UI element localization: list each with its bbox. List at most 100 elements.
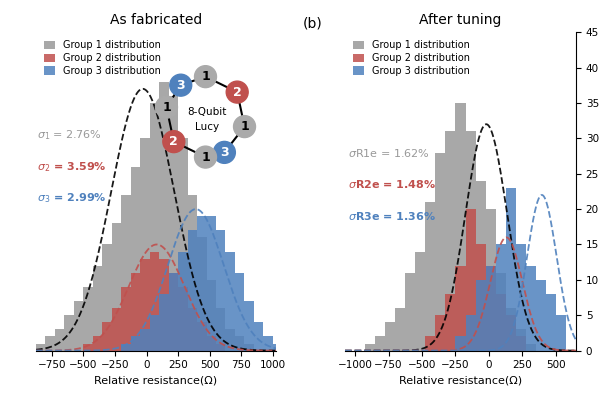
Text: 1: 1: [162, 101, 171, 114]
Text: 2: 2: [233, 85, 242, 99]
Bar: [178, 287, 188, 351]
Bar: [405, 273, 415, 351]
X-axis label: Relative resistance(Ω): Relative resistance(Ω): [399, 376, 522, 386]
Bar: [506, 315, 516, 351]
Bar: [466, 209, 476, 351]
Bar: [556, 315, 566, 351]
Bar: [206, 337, 216, 351]
X-axis label: Relative resistance(Ω): Relative resistance(Ω): [94, 376, 218, 386]
Bar: [496, 245, 506, 351]
Bar: [178, 138, 188, 351]
Bar: [93, 266, 103, 351]
Bar: [74, 301, 83, 351]
Circle shape: [194, 146, 217, 168]
Bar: [112, 308, 121, 351]
Bar: [516, 329, 526, 351]
Bar: [83, 287, 93, 351]
Bar: [526, 343, 536, 351]
Bar: [121, 343, 131, 351]
Bar: [235, 337, 244, 351]
Text: Lucy: Lucy: [195, 122, 220, 132]
Text: $\sigma$R2e = 1.48%: $\sigma$R2e = 1.48%: [349, 179, 437, 190]
Circle shape: [163, 131, 185, 153]
Text: 1: 1: [201, 70, 210, 83]
Text: $\sigma_3$ = 2.99%: $\sigma_3$ = 2.99%: [37, 191, 106, 206]
Bar: [506, 188, 516, 351]
Bar: [425, 202, 436, 351]
Bar: [206, 216, 216, 351]
Bar: [216, 231, 226, 351]
Bar: [445, 294, 455, 351]
Bar: [36, 343, 46, 351]
Bar: [159, 294, 169, 351]
Text: 1: 1: [240, 120, 249, 133]
Bar: [455, 337, 466, 351]
Bar: [455, 266, 466, 351]
Text: $\sigma_1$ = 2.76%: $\sigma_1$ = 2.76%: [37, 128, 101, 142]
Bar: [496, 273, 506, 351]
Bar: [375, 337, 385, 351]
Bar: [425, 337, 436, 351]
Circle shape: [226, 81, 248, 103]
Bar: [263, 337, 273, 351]
Bar: [121, 195, 131, 351]
Bar: [455, 103, 466, 351]
Bar: [159, 259, 169, 351]
Bar: [103, 322, 112, 351]
Bar: [485, 266, 496, 351]
Bar: [206, 280, 216, 351]
Text: 1: 1: [201, 151, 210, 164]
Bar: [516, 245, 526, 351]
Title: As fabricated: As fabricated: [110, 13, 202, 27]
Bar: [226, 251, 235, 351]
Bar: [197, 237, 206, 351]
Bar: [226, 329, 235, 351]
Bar: [83, 343, 93, 351]
Bar: [197, 216, 206, 351]
Bar: [395, 308, 405, 351]
Bar: [273, 343, 283, 351]
Bar: [216, 343, 226, 351]
Circle shape: [155, 96, 178, 118]
Bar: [476, 280, 485, 351]
Bar: [149, 103, 159, 351]
Bar: [244, 301, 254, 351]
Bar: [516, 337, 526, 351]
Text: $\sigma_2$ = 3.59%: $\sigma_2$ = 3.59%: [37, 160, 106, 174]
Bar: [436, 152, 445, 351]
Text: 3: 3: [220, 146, 229, 159]
Bar: [169, 273, 178, 351]
Bar: [169, 273, 178, 351]
Bar: [169, 96, 178, 351]
Bar: [466, 131, 476, 351]
Legend: Group 1 distribution, Group 2 distribution, Group 3 distribution: Group 1 distribution, Group 2 distributi…: [350, 37, 473, 79]
Bar: [235, 273, 244, 351]
Bar: [216, 308, 226, 351]
Bar: [506, 308, 516, 351]
Bar: [254, 322, 263, 351]
Legend: Group 1 distribution, Group 2 distribution, Group 3 distribution: Group 1 distribution, Group 2 distributi…: [41, 37, 164, 79]
Circle shape: [170, 74, 192, 96]
Bar: [103, 245, 112, 351]
Bar: [188, 308, 197, 351]
Bar: [526, 266, 536, 351]
Bar: [159, 82, 169, 351]
Bar: [476, 181, 485, 351]
Bar: [64, 315, 74, 351]
Bar: [536, 280, 546, 351]
Bar: [546, 294, 556, 351]
Bar: [445, 131, 455, 351]
Bar: [485, 209, 496, 351]
Bar: [112, 223, 121, 351]
Bar: [415, 251, 425, 351]
Bar: [131, 167, 140, 351]
Text: 3: 3: [176, 79, 185, 91]
Circle shape: [194, 66, 217, 87]
Circle shape: [214, 141, 235, 163]
Bar: [46, 337, 55, 351]
Bar: [140, 329, 149, 351]
Text: 8-Qubit: 8-Qubit: [188, 108, 227, 118]
Bar: [131, 337, 140, 351]
Bar: [244, 343, 254, 351]
Text: (b): (b): [303, 16, 323, 30]
